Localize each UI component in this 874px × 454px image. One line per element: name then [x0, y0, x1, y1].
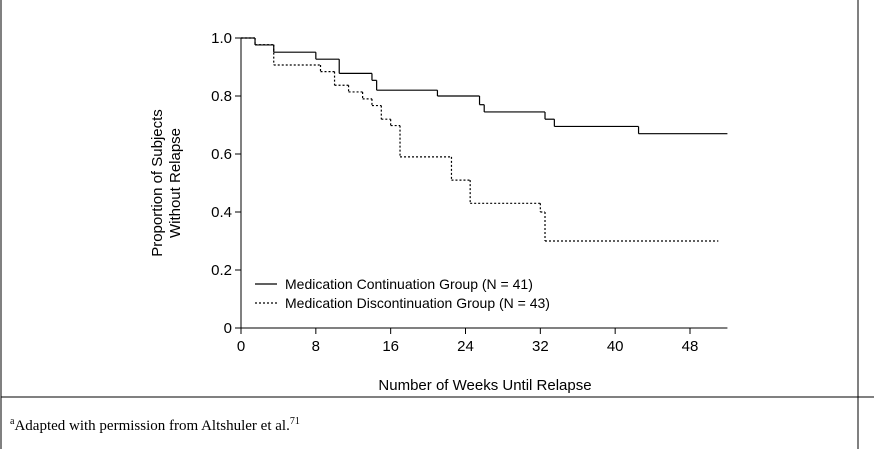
x-tick-label: 48: [682, 338, 699, 355]
x-tick-label: 16: [382, 338, 399, 355]
y-axis-label: Without Relapse: [167, 128, 184, 238]
y-tick-label: 0.4: [211, 204, 232, 221]
y-axis-label: Proportion of Subjects: [149, 109, 166, 257]
x-tick-label: 32: [532, 338, 549, 355]
x-tick-label: 24: [457, 338, 474, 355]
x-axis-label: Number of Weeks Until Relapse: [378, 377, 591, 394]
legend-label: Medication Continuation Group (N = 41): [285, 276, 533, 292]
x-tick-label: 0: [237, 338, 245, 355]
footnote-reference: 71: [290, 416, 300, 427]
footnote-text: Adapted with permission from Altshuler e…: [14, 418, 289, 434]
x-tick-label: 40: [607, 338, 624, 355]
y-tick-label: 0.6: [211, 146, 232, 163]
y-tick-label: 1.0: [211, 30, 232, 47]
y-tick-label: 0: [224, 320, 232, 337]
footnote: aAdapted with permission from Altshuler …: [10, 416, 300, 434]
footnote-marker: a: [10, 416, 15, 427]
x-tick-label: 8: [312, 338, 320, 355]
legend-label: Medication Discontinuation Group (N = 43…: [285, 295, 550, 311]
y-tick-label: 0.8: [211, 88, 232, 105]
y-tick-label: 0.2: [211, 262, 232, 279]
